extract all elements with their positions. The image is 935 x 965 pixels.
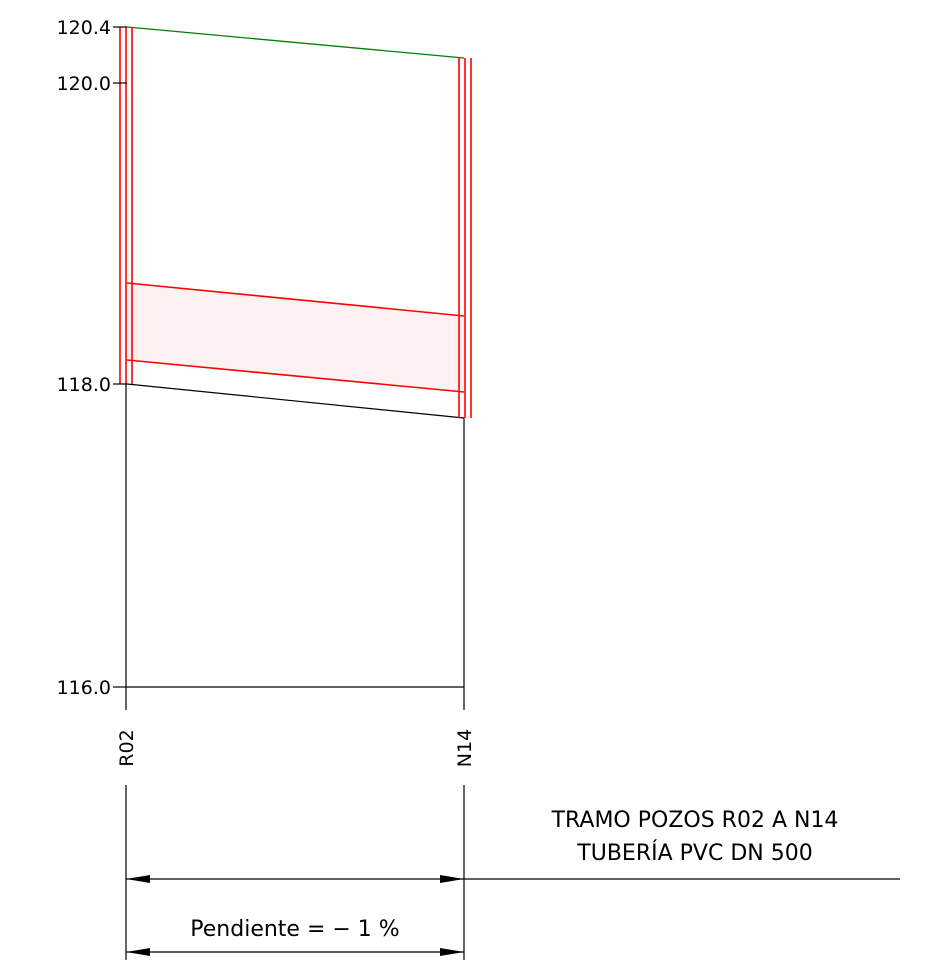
invert-line — [126, 383, 465, 419]
elevation-label-116-0: 116.0 — [57, 677, 111, 699]
pipe-bottom-line — [126, 359, 465, 393]
elevation-label-120-4: 120.4 — [57, 17, 111, 39]
arrowhead-top-right — [440, 875, 464, 883]
ground-surface-line — [126, 26, 465, 59]
pipe-crown-line — [126, 282, 465, 317]
manhole-label-r02: R02 — [116, 729, 138, 766]
elevation-label-120-0: 120.0 — [57, 73, 111, 95]
section-title-line1: TRAMO POZOS R02 A N14 — [551, 808, 839, 833]
pipe-section-fill — [127, 283, 464, 392]
arrowhead-top-left — [126, 875, 150, 883]
manhole-label-n14: N14 — [454, 729, 476, 767]
slope-label: Pendiente = − 1 % — [190, 917, 399, 942]
elevation-label-118-0: 118.0 — [57, 374, 111, 396]
arrowhead-bottom-left — [126, 948, 150, 956]
section-title-line2: TUBERÍA PVC DN 500 — [576, 840, 812, 866]
arrowhead-bottom-right — [440, 948, 464, 956]
